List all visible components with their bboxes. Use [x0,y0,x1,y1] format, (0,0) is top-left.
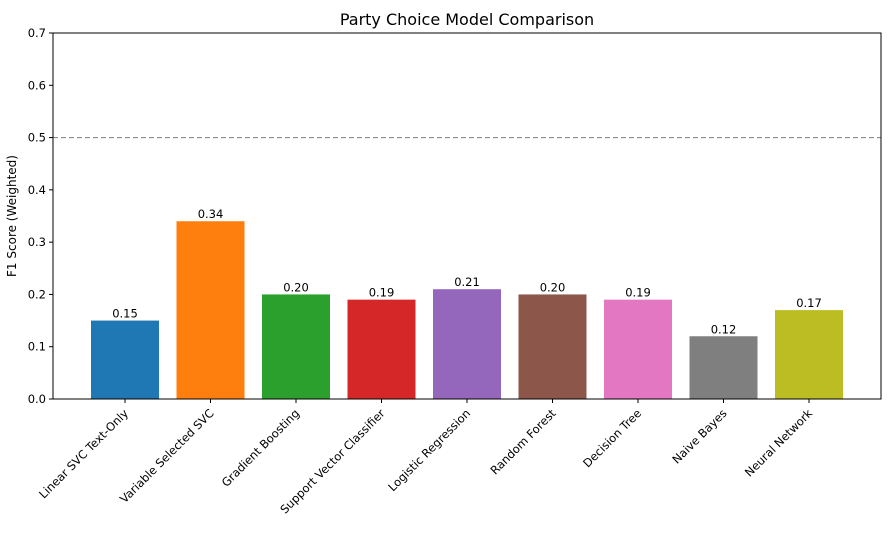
x-tick-label: Random Forest [488,406,559,477]
x-tick-label: Linear SVC Text-Only [36,406,131,501]
bar [176,221,245,399]
y-tick-label: 0.1 [28,340,46,354]
y-axis-ticks: 0.0 0.1 0.2 0.3 0.4 0.5 0.6 0.7 [28,26,53,406]
x-tick-label: Gradient Boosting [219,406,302,489]
bar-value-label: 0.20 [540,280,566,294]
x-tick-label: Variable Selected SVC [117,406,217,506]
x-tick-label: Decision Tree [580,406,644,470]
y-tick-label: 0.5 [28,131,46,145]
bar-value-label: 0.15 [112,307,138,321]
x-tick-label: Neural Network [742,406,816,480]
bar [518,294,587,399]
y-tick-label: 0.7 [28,26,46,40]
bar [604,299,672,399]
y-tick-label: 0.4 [28,183,46,197]
x-tick-label: Naive Bayes [669,406,729,466]
bar-value-label: 0.20 [283,280,309,294]
x-tick-label: Logistic Regression [385,406,473,494]
data-labels-group: 0.15 0.34 0.20 0.19 0.21 0.20 0.19 0.12 0.17 [112,207,822,336]
y-tick-label: 0.0 [28,392,46,406]
plot-frame [52,32,882,400]
bar-value-label: 0.19 [369,286,395,300]
bar-value-label: 0.17 [796,296,822,310]
chart-title: Party Choice Model Comparison [340,10,594,29]
bar [775,310,843,399]
y-tick-label: 0.2 [28,287,46,301]
bar-value-label: 0.12 [711,322,737,336]
bar [91,320,159,399]
bar-value-label: 0.21 [454,275,480,289]
y-tick-label: 0.3 [28,235,46,249]
bar-value-label: 0.34 [198,207,224,221]
bars-group [91,221,843,399]
bar-value-label: 0.19 [625,286,651,300]
bar [689,336,758,399]
y-axis-label: F1 Score (Weighted) [5,155,19,277]
y-tick-label: 0.6 [28,78,46,92]
bar [262,294,330,399]
bar [433,289,501,399]
bar [347,299,416,399]
